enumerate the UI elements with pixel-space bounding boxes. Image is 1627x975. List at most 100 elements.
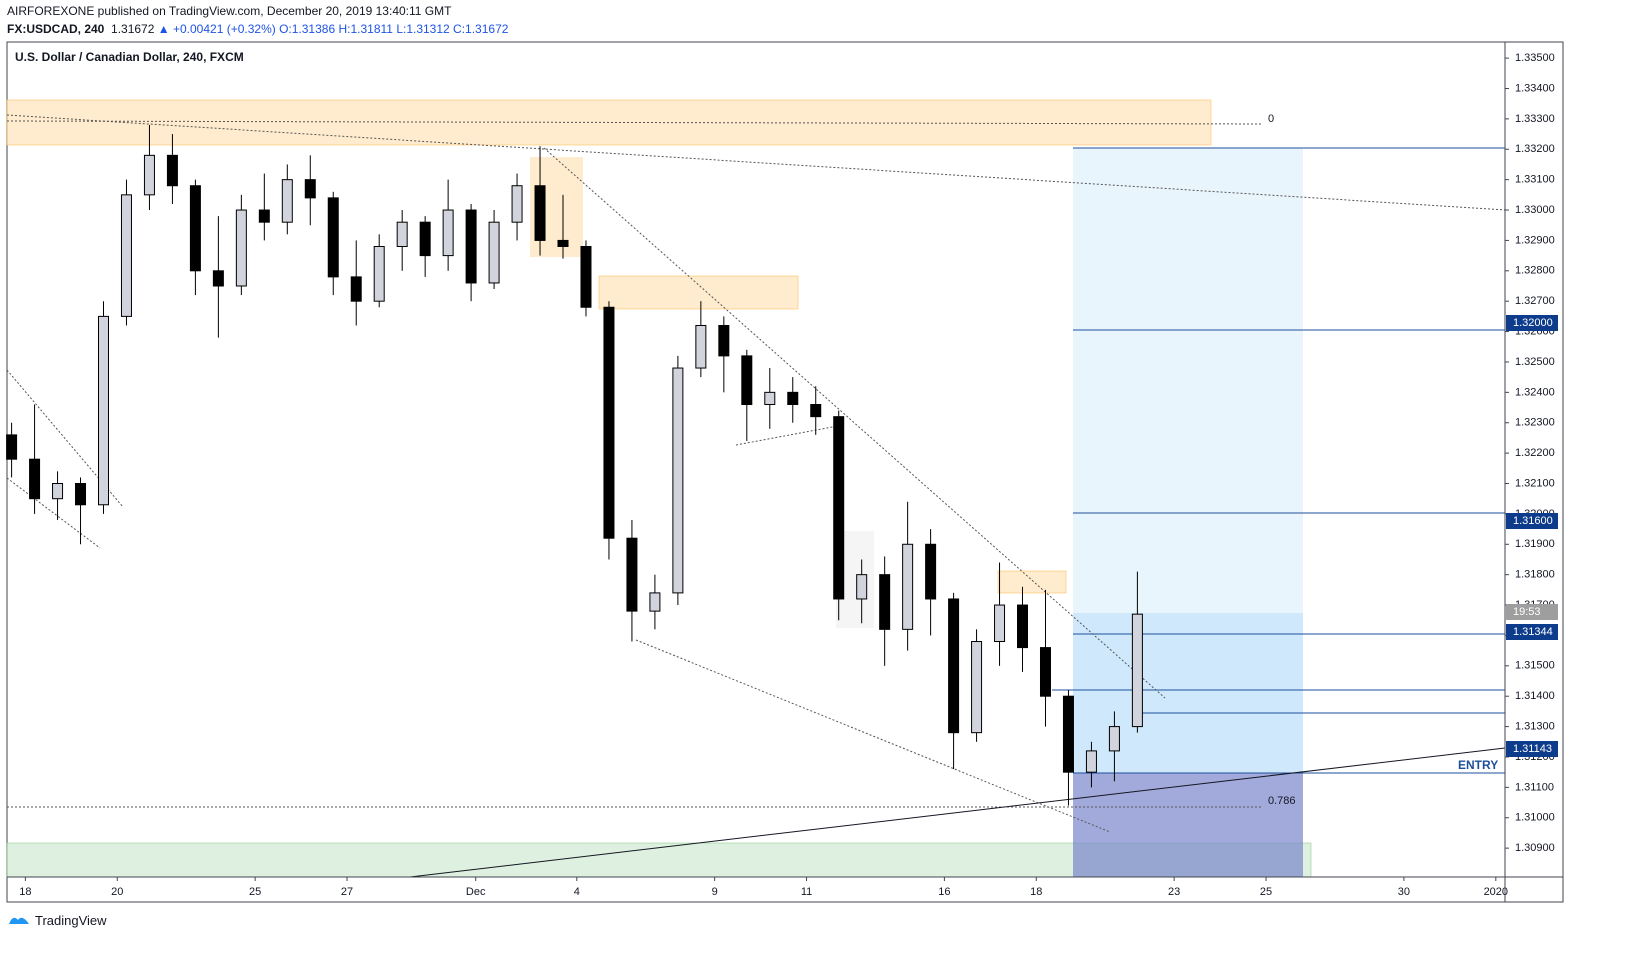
candle-body [925, 543, 937, 600]
candle-body [649, 592, 661, 612]
fib-line [6, 120, 1263, 125]
x-tick-label: 25 [249, 886, 261, 898]
y-tick-label: 1.32100 [1515, 477, 1555, 489]
candle-body [626, 537, 638, 612]
low: L:1.31312 [396, 22, 450, 36]
profit-zone [1073, 613, 1303, 773]
candle-body [212, 270, 224, 287]
levels [1052, 147, 1505, 774]
target-zone [1073, 148, 1303, 613]
risk-zone [1073, 773, 1303, 877]
candle-body [235, 209, 247, 287]
x-tick-label: 25 [1260, 886, 1272, 898]
candle-body [166, 154, 178, 187]
supply-zone [997, 570, 1067, 594]
candle-body [304, 179, 316, 199]
ticks: 1.309001.310001.311001.312001.313001.314… [19, 52, 1555, 898]
candle-body [143, 154, 155, 196]
high: H:1.31811 [338, 22, 393, 36]
x-tick-label: 4 [574, 886, 580, 898]
candle-body [994, 604, 1006, 643]
x-tick-label: 27 [341, 886, 353, 898]
candle-body [672, 367, 684, 594]
x-tick-label: 23 [1168, 886, 1180, 898]
candle-body [810, 404, 822, 418]
x-tick-label: 18 [1030, 886, 1042, 898]
y-tick-label: 1.31900 [1515, 538, 1555, 550]
annotation: 0 [1268, 113, 1274, 125]
x-tick-label: 2020 [1484, 886, 1508, 898]
price-badge-label: 1.31344 [1513, 626, 1553, 638]
y-tick-label: 1.31000 [1515, 812, 1555, 824]
trendline [735, 424, 844, 446]
price-badge [1506, 604, 1558, 620]
price-badge [1506, 741, 1558, 757]
candle-body [442, 209, 454, 257]
candle-body [258, 209, 270, 223]
x-tick-label: 11 [801, 886, 812, 898]
x-tick-label: 18 [19, 886, 31, 898]
candle-body [580, 245, 592, 308]
candle-body [971, 641, 983, 734]
annotation: 0.786 [1268, 795, 1296, 807]
y-tick-label: 1.33000 [1515, 204, 1555, 216]
footer: TradingView [7, 912, 107, 928]
candle-body [879, 574, 891, 630]
publisher: AIRFOREXONE published on TradingView.com… [7, 4, 452, 18]
y-tick-label: 1.33400 [1515, 82, 1555, 94]
candle-body [1108, 726, 1120, 752]
x-tick-label: 30 [1398, 886, 1410, 898]
candle-body [902, 543, 914, 630]
candle-body [1085, 750, 1097, 773]
candle-body [764, 391, 776, 406]
price-badge-label: 19:53 [1513, 606, 1541, 618]
y-tick-label: 1.31800 [1515, 569, 1555, 581]
price-badge [1506, 513, 1558, 529]
candle-body [511, 185, 523, 223]
open: O:1.31386 [279, 22, 336, 36]
candle-body [97, 315, 109, 506]
candle-body [465, 209, 477, 284]
candle-body [741, 355, 753, 406]
price-badge-label: 1.31143 [1513, 743, 1552, 755]
candle-body [488, 221, 500, 284]
candle-body [281, 179, 293, 223]
trendline [6, 477, 101, 549]
y-tick-label: 1.33100 [1515, 174, 1555, 186]
supply-zone [598, 275, 799, 310]
y-tick-label: 1.31100 [1515, 781, 1554, 793]
candle-body [373, 245, 385, 302]
quote-line: FX:USDCAD, 240 1.31672 ▲ +0.00421 (+0.32… [7, 22, 508, 36]
candle-body [29, 458, 41, 500]
symbol: FX:USDCAD, 240 [7, 22, 105, 36]
candles [6, 124, 1143, 806]
x-tick-label: 9 [712, 886, 718, 898]
y-tick-label: 1.32400 [1515, 386, 1555, 398]
candle-body [6, 434, 18, 460]
candle-body [419, 221, 431, 257]
y-tick-label: 1.32900 [1515, 234, 1555, 246]
candle-body [1131, 613, 1143, 728]
candle-body [120, 194, 132, 317]
x-tick-label: Dec [466, 886, 486, 898]
x-tick-label: 16 [938, 886, 950, 898]
candle-body [396, 221, 408, 247]
frame [6, 41, 1564, 903]
price-badge [1506, 624, 1558, 640]
candle-body [856, 574, 868, 600]
last-price: 1.31672 [111, 22, 155, 36]
y-tick-label: 1.32200 [1515, 447, 1555, 459]
x-tick-label: 20 [111, 886, 123, 898]
price-badge-label: 1.32000 [1513, 317, 1553, 329]
logo [9, 917, 29, 924]
candle-body [189, 185, 201, 272]
candle-body [695, 324, 707, 369]
y-tick-label: 1.32300 [1515, 417, 1555, 429]
candle-body [718, 324, 730, 357]
candle-body [833, 416, 845, 600]
y-tick-label: 1.31300 [1515, 720, 1555, 732]
candle-body [534, 185, 546, 241]
close: C:1.31672 [453, 22, 509, 36]
